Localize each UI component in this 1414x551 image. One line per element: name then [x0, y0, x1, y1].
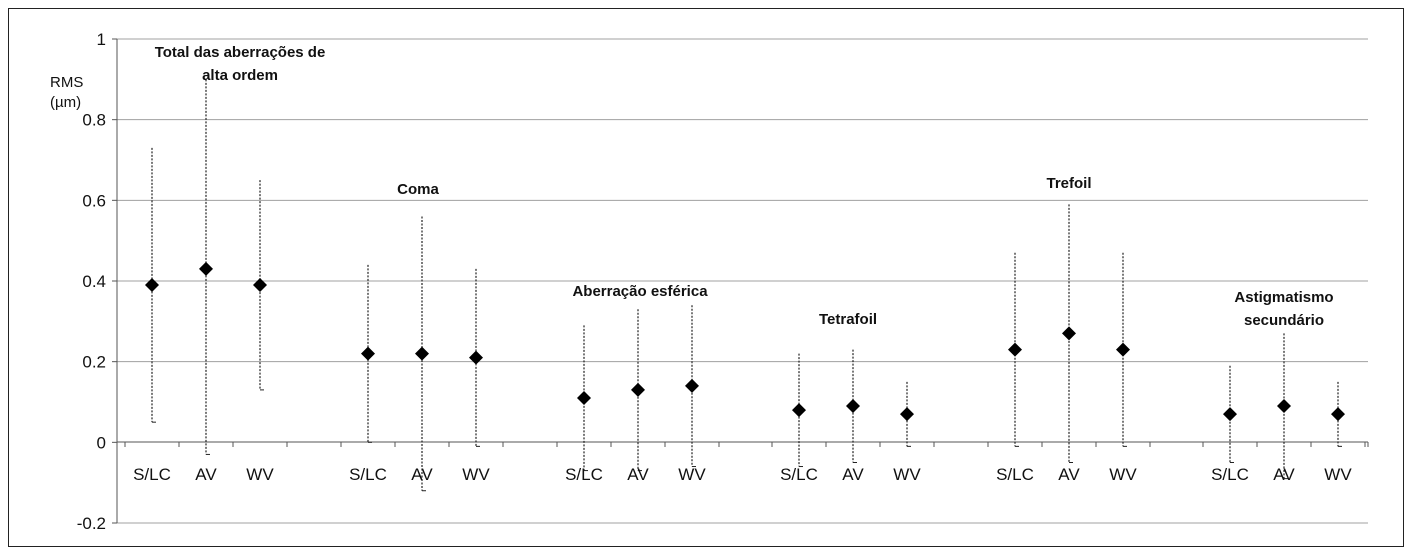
category-label: S/LC	[133, 465, 171, 484]
category-label: AV	[1273, 465, 1295, 484]
y-tick-label: 1	[97, 30, 106, 49]
data-point	[1331, 407, 1345, 422]
group-title: Coma	[397, 181, 439, 198]
category-label: AV	[627, 465, 649, 484]
data-point	[1062, 326, 1076, 341]
y-tick-label: 0.8	[82, 111, 106, 130]
data-point	[685, 378, 699, 393]
category-label: S/LC	[996, 465, 1034, 484]
data-point	[361, 346, 375, 361]
y-tick-labels: 1 0.8 0.6 0.4 0.2 0 -0.2	[77, 30, 117, 533]
y-axis-label-line1: RMS	[50, 74, 83, 91]
y-tick-label: 0.6	[82, 191, 106, 210]
category-label: WV	[893, 465, 921, 484]
group-title: Astigmatismo	[1234, 289, 1333, 306]
data-point	[900, 407, 914, 422]
group-title: alta ordem	[202, 67, 278, 84]
data-point	[469, 350, 483, 365]
data-point	[145, 278, 159, 293]
group-title: secundário	[1244, 312, 1324, 329]
data-point	[1008, 342, 1022, 357]
category-label: S/LC	[349, 465, 387, 484]
category-label: WV	[1109, 465, 1137, 484]
data-point	[253, 278, 267, 293]
group-title: Trefoil	[1046, 175, 1091, 192]
data-markers	[145, 261, 1345, 422]
category-label: AV	[195, 465, 217, 484]
y-tick-label: 0	[97, 433, 106, 452]
data-point	[199, 261, 213, 276]
y-tick-label: -0.2	[77, 514, 106, 533]
grid-layer	[117, 38, 1368, 524]
chart-frame	[8, 8, 1404, 547]
data-point	[1116, 342, 1130, 357]
data-point	[846, 399, 860, 414]
error-bars	[151, 79, 1342, 492]
group-titles: Total das aberrações de alta ordem Coma Abe…	[155, 44, 1334, 329]
y-tick-label: 0.2	[82, 353, 106, 372]
data-point	[792, 403, 806, 418]
group-title: Total das aberrações de	[155, 44, 326, 61]
category-label: S/LC	[565, 465, 603, 484]
group-title: Aberração esférica	[572, 283, 708, 300]
data-point	[1223, 407, 1237, 422]
y-tick-label: 0.4	[82, 272, 106, 291]
data-point	[577, 390, 591, 405]
category-label: AV	[842, 465, 864, 484]
category-label: WV	[678, 465, 706, 484]
data-point	[415, 346, 429, 361]
category-label: AV	[411, 465, 433, 484]
category-label: WV	[1324, 465, 1352, 484]
data-point	[1277, 399, 1291, 414]
category-label: WV	[246, 465, 274, 484]
category-label: AV	[1058, 465, 1080, 484]
data-point	[631, 382, 645, 397]
group-title: Tetrafoil	[819, 311, 877, 328]
category-label: S/LC	[1211, 465, 1249, 484]
category-label: S/LC	[780, 465, 818, 484]
category-labels: S/LC AV WV S/LC AV WV S/LC AV WV S/LC AV WV S/LC AV WV…	[133, 465, 1352, 484]
y-axis-label-line2: (µm)	[50, 94, 81, 111]
category-label: WV	[462, 465, 490, 484]
